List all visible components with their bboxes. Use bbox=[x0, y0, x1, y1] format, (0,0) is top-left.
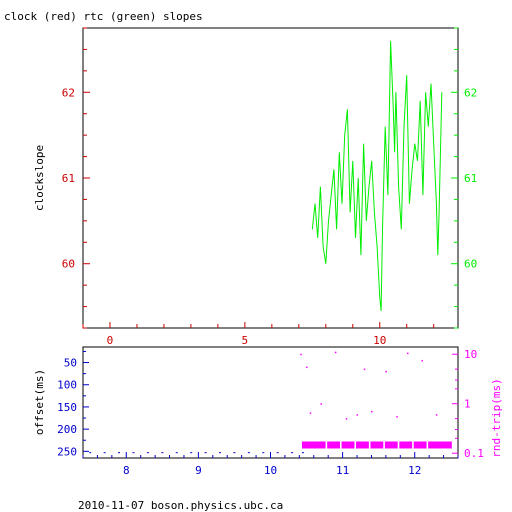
offset-point bbox=[262, 452, 265, 454]
offset-point bbox=[247, 452, 250, 454]
offset-point bbox=[132, 452, 135, 454]
offset-point bbox=[301, 452, 304, 454]
bottom-y-tick-label-left: 50 bbox=[64, 357, 77, 370]
bottom-y-tick-label-left: 100 bbox=[57, 379, 77, 392]
roundtrip-point bbox=[384, 441, 398, 449]
roundtrip-point bbox=[396, 416, 398, 418]
offset-point bbox=[161, 452, 164, 454]
roundtrip-point bbox=[341, 441, 355, 449]
roundtrip-point bbox=[399, 441, 413, 449]
top-y-tick-label-right: 62 bbox=[464, 86, 477, 99]
roundtrip-point bbox=[345, 418, 348, 420]
bottom-y-tick-label-right: 10 bbox=[464, 348, 477, 361]
top-series bbox=[311, 40, 443, 311]
roundtrip-point bbox=[370, 410, 373, 413]
offset-point bbox=[103, 452, 106, 454]
offset-point bbox=[219, 452, 222, 454]
roundtrip-point bbox=[407, 352, 409, 355]
bottom-panel-frame bbox=[82, 346, 459, 459]
offset-point bbox=[175, 452, 178, 454]
bottom-y-tick-label-left: 150 bbox=[57, 401, 77, 414]
top-y-tick-label-left: 61 bbox=[62, 172, 75, 185]
rtc-slope-line bbox=[311, 40, 443, 311]
bottom-y-axis-label: offset(ms) bbox=[33, 369, 46, 435]
roundtrip-point bbox=[413, 441, 427, 449]
top-ticks: 0 5 10 60 60 61 61 62 62 bbox=[62, 27, 477, 347]
roundtrip-point bbox=[309, 412, 312, 414]
roundtrip-point bbox=[356, 414, 359, 416]
bottom-right-axis-label: rnd-trip(ms) bbox=[490, 378, 503, 457]
bottom-x-tick-label: 12 bbox=[408, 464, 421, 477]
roundtrip-point bbox=[320, 403, 322, 405]
roundtrip-point bbox=[435, 414, 438, 416]
roundtrip-point bbox=[421, 359, 423, 362]
top-x-tick-label: 0 bbox=[107, 334, 114, 347]
roundtrip-point bbox=[327, 441, 341, 449]
bottom-y-tick-label-right: 1 bbox=[464, 398, 471, 411]
offset-point bbox=[204, 452, 207, 454]
bottom-x-tick-label: 8 bbox=[123, 464, 130, 477]
bottom-y-tick-label-left: 200 bbox=[57, 423, 77, 436]
bottom-x-tick-label: 9 bbox=[195, 464, 202, 477]
top-x-tick-label: 5 bbox=[242, 334, 249, 347]
offset-point bbox=[89, 452, 92, 454]
bottom-x-tick-label: 10 bbox=[264, 464, 277, 477]
roundtrip-point bbox=[438, 441, 452, 449]
offset-point bbox=[118, 452, 121, 454]
roundtrip-point bbox=[356, 441, 369, 449]
bottom-ticks: 8 9 10 11 12 50 100 150 200 250 10 1 0.1 bbox=[57, 348, 484, 477]
roundtrip-point bbox=[312, 441, 326, 449]
roundtrip-point bbox=[300, 353, 302, 356]
offset-point bbox=[146, 452, 149, 454]
top-x-tick-label: 10 bbox=[373, 334, 386, 347]
roundtrip-point bbox=[370, 441, 384, 449]
roundtrip-point bbox=[385, 370, 387, 373]
roundtrip-point bbox=[363, 368, 366, 371]
offset-point bbox=[291, 452, 294, 454]
offset-point bbox=[233, 452, 236, 454]
top-y-tick-label-left: 60 bbox=[62, 258, 75, 271]
footer-text: 2010-11-07 boson.physics.ubc.ca bbox=[78, 499, 283, 512]
bottom-y-tick-label-right: 0.1 bbox=[464, 447, 484, 460]
offset-point bbox=[276, 452, 279, 454]
roundtrip-point bbox=[306, 366, 308, 369]
top-y-axis-label: clockslope bbox=[33, 145, 46, 211]
roundtrip-point bbox=[301, 441, 315, 449]
roundtrip-point bbox=[334, 351, 337, 354]
offset-point bbox=[190, 452, 193, 454]
top-y-tick-label-right: 61 bbox=[464, 172, 477, 185]
top-panel-frame bbox=[82, 27, 459, 329]
bottom-x-tick-label: 11 bbox=[336, 464, 349, 477]
bottom-series bbox=[89, 351, 452, 454]
bottom-y-tick-label-left: 250 bbox=[57, 445, 77, 458]
roundtrip-point bbox=[428, 441, 441, 449]
top-y-tick-label-right: 60 bbox=[464, 258, 477, 271]
top-panel: 0 5 10 60 60 61 61 62 62 clockslope bbox=[33, 27, 477, 347]
top-y-tick-label-left: 62 bbox=[62, 86, 75, 99]
chart-title: clock (red) rtc (green) slopes bbox=[4, 10, 203, 23]
